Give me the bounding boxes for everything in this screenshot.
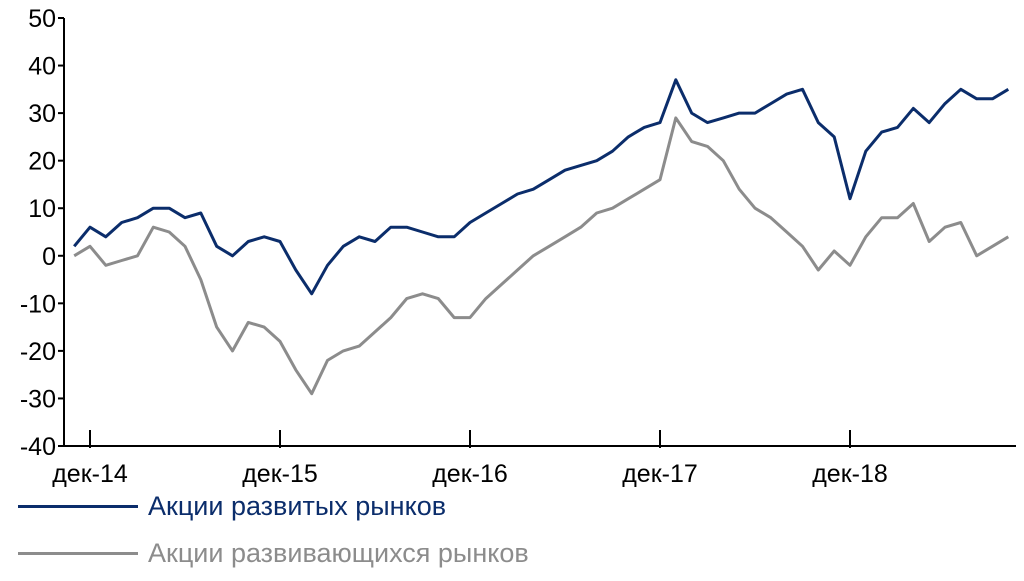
legend-label: Акции развивающихся рынков <box>148 538 529 568</box>
x-tick-label: дек-16 <box>432 460 508 488</box>
x-tick-label: дек-18 <box>812 460 888 488</box>
y-tick-label: 30 <box>28 100 56 128</box>
y-tick-labels: 50 40 30 20 10 0 -10 -20 -30 -40 <box>20 5 56 461</box>
y-tick-label: -20 <box>20 338 56 366</box>
y-tick-label: -30 <box>20 385 56 413</box>
legend-swatch <box>18 505 138 508</box>
y-tick-label: -40 <box>20 433 56 461</box>
series-line-developed <box>73 78 1010 296</box>
chart-axes <box>58 17 1016 448</box>
x-tick-labels: дек-14 дек-15 дек-16 дек-17 дек-18 <box>52 460 888 488</box>
y-tick-label: 50 <box>28 5 56 33</box>
y-tick-label: 10 <box>28 195 56 223</box>
legend-entry-emerging: Акции развивающихся рынков <box>18 538 529 569</box>
y-tick-label: 20 <box>28 148 56 176</box>
x-tick-label: дек-15 <box>242 460 318 488</box>
x-tick-label: дек-14 <box>52 460 128 488</box>
y-tick-label: -10 <box>20 290 56 318</box>
series-line-emerging <box>73 116 1010 396</box>
series-lines <box>73 78 1010 396</box>
legend-entry-developed: Акции развитых рынков <box>18 491 446 522</box>
legend-label: Акции развитых рынков <box>148 491 447 521</box>
y-tick-label: 40 <box>28 53 56 81</box>
legend-swatch <box>18 552 138 555</box>
y-tick-label: 0 <box>42 243 56 271</box>
x-tick-label: дек-17 <box>622 460 698 488</box>
